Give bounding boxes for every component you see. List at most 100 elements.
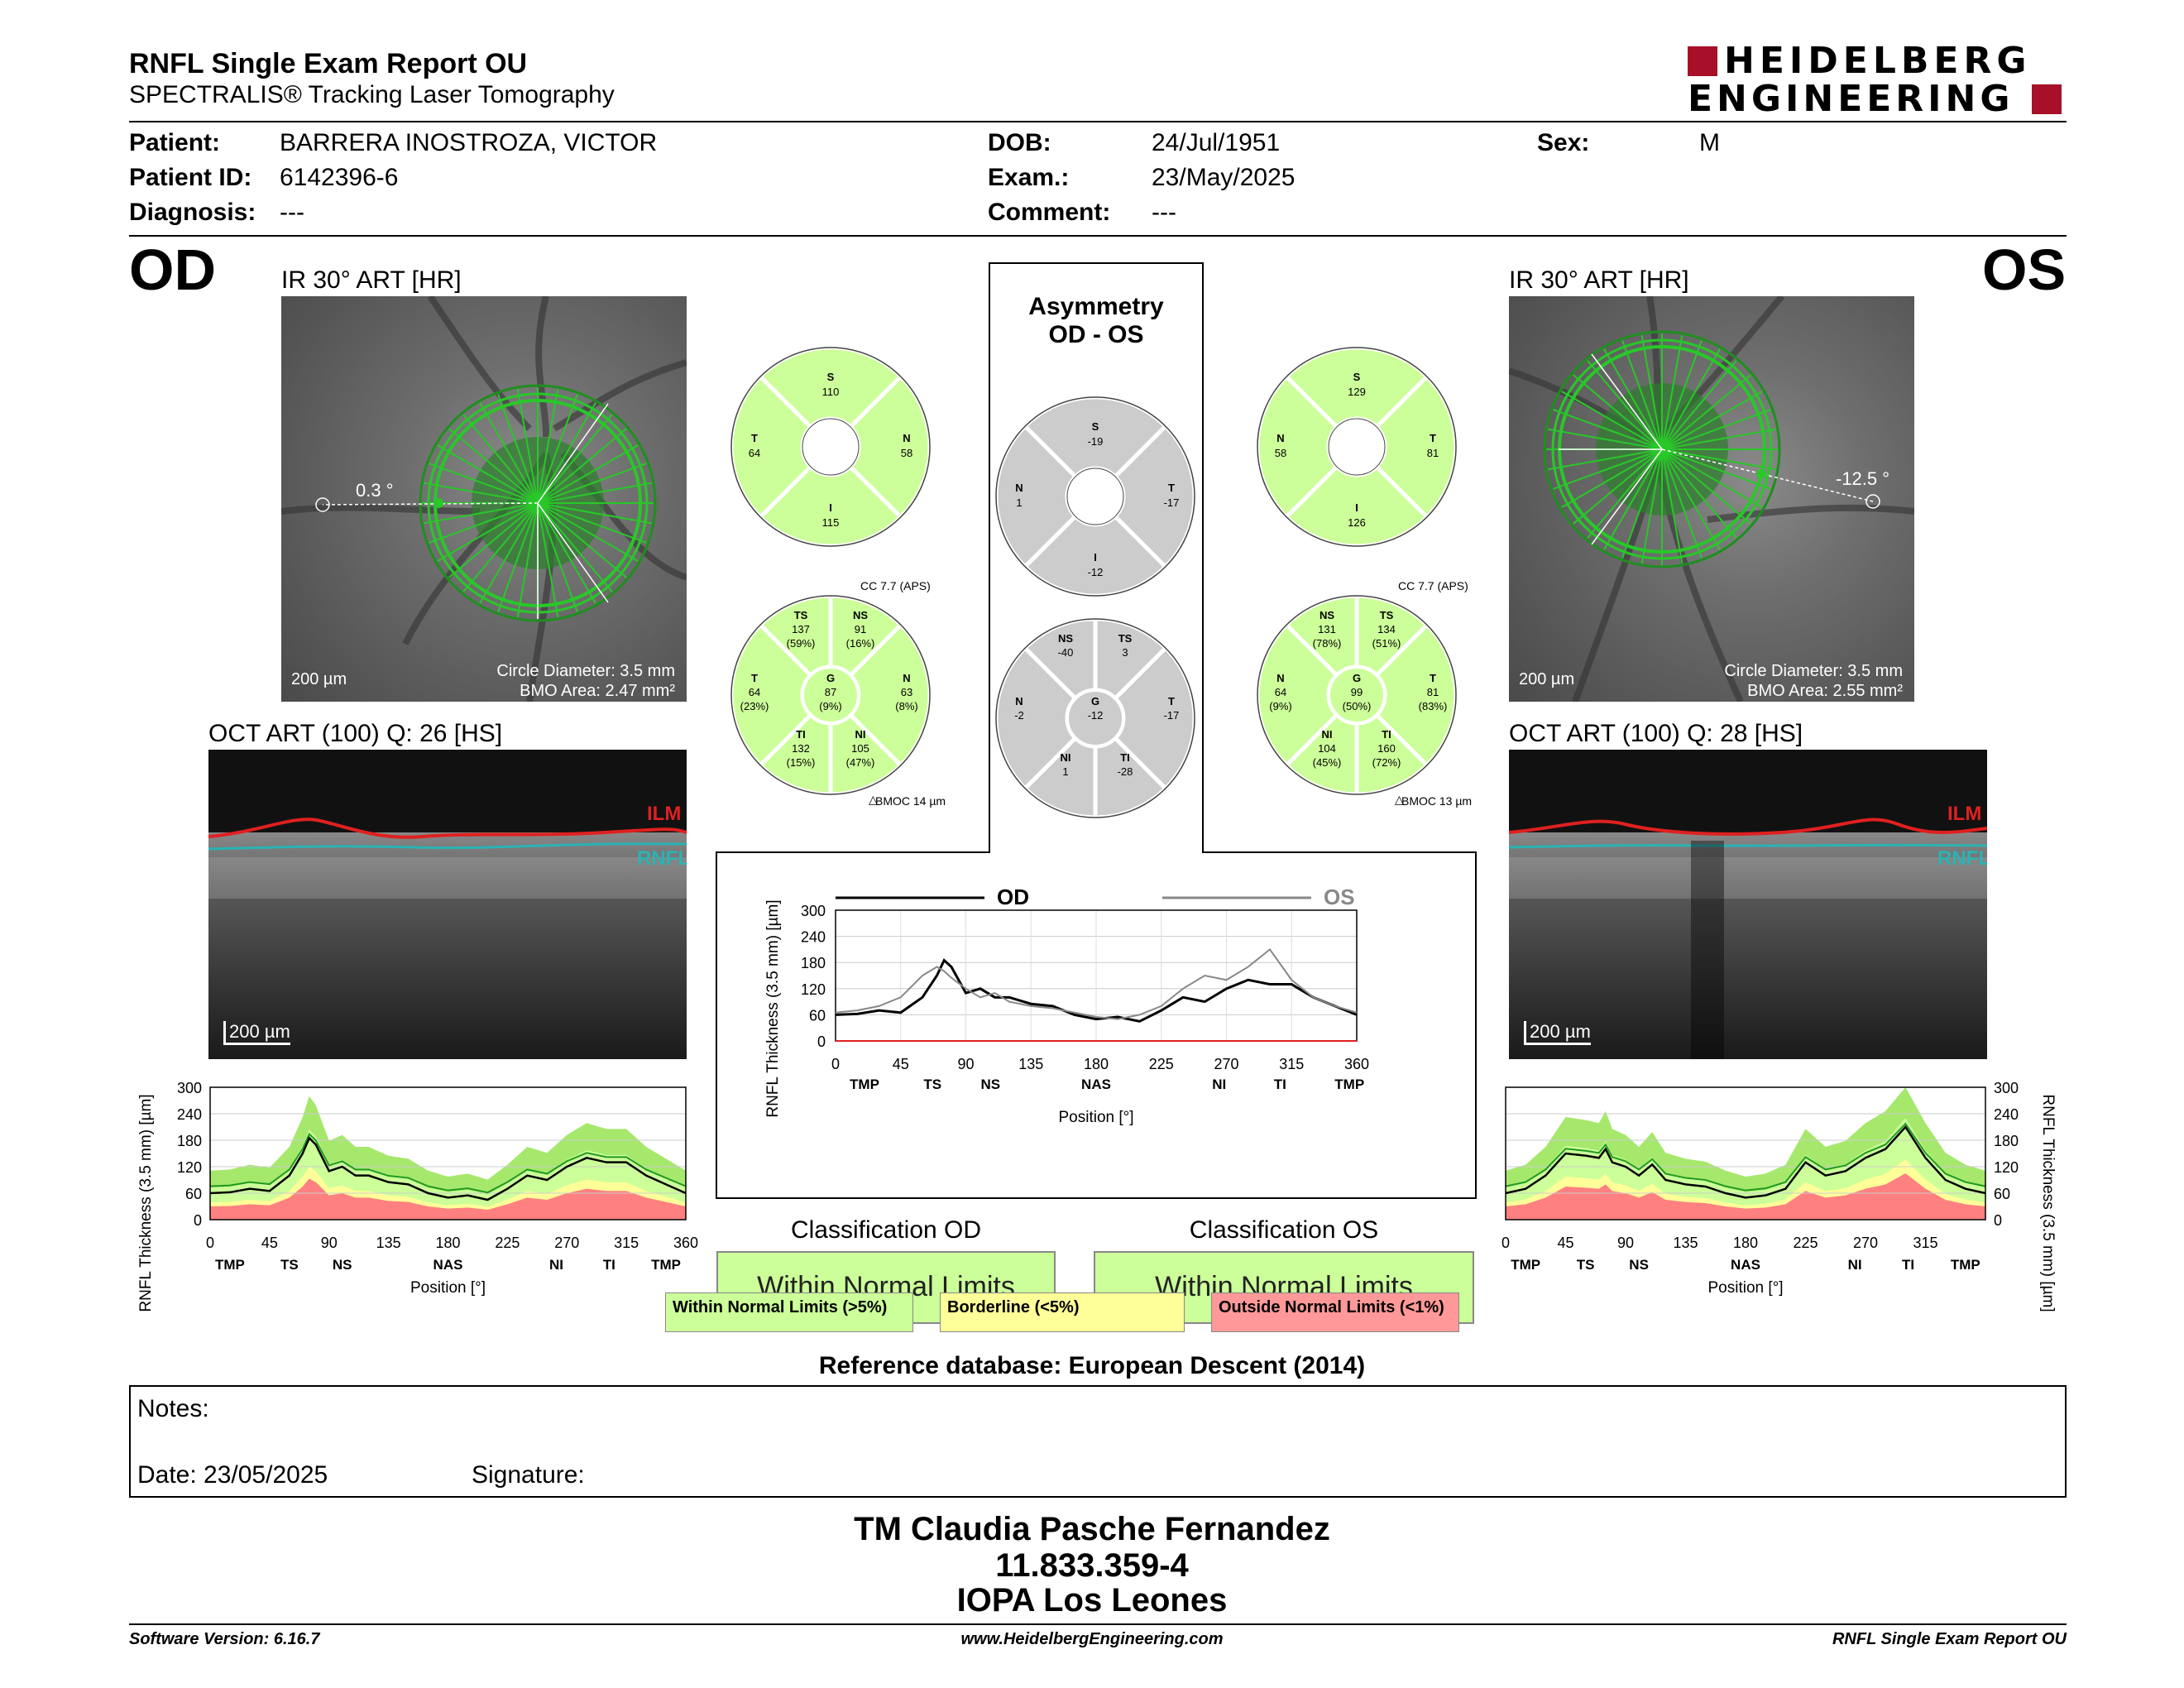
sector-label: 104 [1318,742,1336,755]
sector-label: (15%) [787,756,816,769]
os-bmoc-triangle-icon: △ [1395,793,1404,806]
dob: 24/Jul/1951 [1152,129,1281,156]
sector-label: I [829,501,832,514]
sector-tick-label: NI [1848,1257,1862,1273]
x-tick-label: 45 [893,1056,909,1072]
operator-site: IOPA Los Leones [956,1582,1228,1618]
sector-tick-label: TMP [850,1077,879,1092]
x-tick-label: 90 [957,1056,974,1072]
sector-label: -28 [1118,765,1133,778]
os-bmoc: BMOC 13 µm [1401,794,1473,808]
scan-ray [537,502,613,592]
os-oct-image: ILM RNFL 200 µm [1509,750,1987,1059]
sector-label: S [1092,420,1099,433]
divider [129,235,2067,237]
logo-line1: HEIDELBERG [1724,40,2032,82]
scan-ray [1553,448,1663,490]
sector-label: 137 [792,623,810,635]
scan-ray [448,502,539,578]
sector-label: (72%) [1372,756,1401,769]
scan-ray [423,482,539,504]
x-tick-label: 0 [206,1235,214,1251]
y-tick-label: 180 [177,1133,202,1149]
sector-tick-label: NAS [433,1257,463,1273]
sector-label: 126 [1348,516,1366,529]
sector-tick-label: TI [603,1257,615,1273]
od-oct-layers [208,818,687,1059]
od-rnfl-label: RNFL [637,847,687,870]
od-tsnit-chart: 0 60 120 180 240 300 0 45 90 135 180 225 270 315 360 TM… [137,1080,698,1312]
scan-ray [1587,360,1663,450]
scan-ray [1661,409,1771,450]
sector-tick-label: NAS [1081,1077,1111,1092]
website-link[interactable]: www.HeidelbergEngineering.com [960,1630,1224,1648]
sector-tick-label: NAS [1731,1257,1760,1273]
scan-ray [462,414,539,504]
asymmetry-title: Asymmetry [1028,293,1164,320]
x-axis-label: Position [°] [410,1279,486,1297]
sector-label: T [751,672,758,684]
sector-label: N [903,672,910,684]
scan-ray [537,502,578,612]
scan-ray [1603,348,1663,450]
circle-center [1066,468,1124,525]
normal-mean-line [1505,1122,1986,1192]
sector-label: -12 [1088,566,1104,578]
y-tick-label: 300 [801,903,826,919]
scan-ray [497,502,539,612]
circle-center [801,665,860,725]
sector-label: 110 [822,386,840,398]
x-tick-label: 270 [1214,1056,1238,1072]
y-tick-label: 0 [817,1033,826,1050]
scan-ray [537,444,639,504]
sector-label: 129 [1348,386,1366,398]
os-circle-diameter: Circle Diameter: 3.5 mm [1724,662,1903,680]
scan-ray [516,502,539,618]
sector-circles: S 110 T 64 N 58 I 115 S -19 N 1 T -17 I -12 S 129 N 58 T 81 I 1… [729,345,1458,820]
sector-label: -17 [1164,496,1180,509]
sector-label: N [903,432,910,444]
y-tick-label: 300 [177,1080,202,1096]
scan-ray [537,463,647,504]
scan-ray [1661,448,1771,490]
y-tick-label: 300 [1994,1080,2019,1096]
center-chart: OD OS 0 60 120 180 240 300 0 45 90 135 180 225 270 315 3… [764,885,1369,1126]
divider [129,1623,2067,1625]
scan-ray [1621,448,1663,559]
sector-label: TS [794,609,808,621]
sector-label: T [1430,432,1436,444]
os-fundus-overlay [1509,296,1914,702]
scan-ray [537,502,653,525]
scan-ray [437,502,539,562]
sector-label: (78%) [1313,637,1342,650]
os-classification-title: Classification OS [1189,1216,1379,1244]
scan-ray [1661,448,1703,559]
legend-os-label: OS [1324,885,1355,909]
scan-ray [1661,360,1737,450]
scan-ray [1661,391,1763,450]
circle-center [1327,665,1387,725]
circle-center [1328,418,1386,476]
scan-ray [437,444,539,504]
logo-square-icon [2032,84,2062,114]
y-tick-label: 240 [1994,1106,2019,1123]
od-ir-title: IR 30° ART [HR] [281,266,462,294]
sector-label: TI [796,728,806,741]
sector-label: 64 [749,686,760,698]
sector-label: I [1355,501,1358,514]
dob-label: DOB: [988,129,1051,156]
os-oct-title: OCT ART (100) Q: 28 [HS] [1509,720,1803,747]
band-onl [210,1178,686,1220]
x-axis-label: Position [°] [1707,1279,1783,1297]
circle-outline [995,618,1195,818]
sector-label: -19 [1088,435,1104,448]
sector-label: T [1168,482,1175,494]
os-fundus-image: -12.5 ° 200 µm Circle Diameter: 3.5 mm B… [1509,296,1914,702]
scan-ray [1553,409,1663,450]
x-tick-label: 225 [1793,1235,1818,1251]
sector-label: TS [1118,632,1133,645]
exam-date: 23/May/2025 [1152,164,1296,191]
sector-label: 91 [855,623,866,635]
x-tick-label: 270 [554,1235,579,1251]
circle-outline [1257,347,1457,547]
